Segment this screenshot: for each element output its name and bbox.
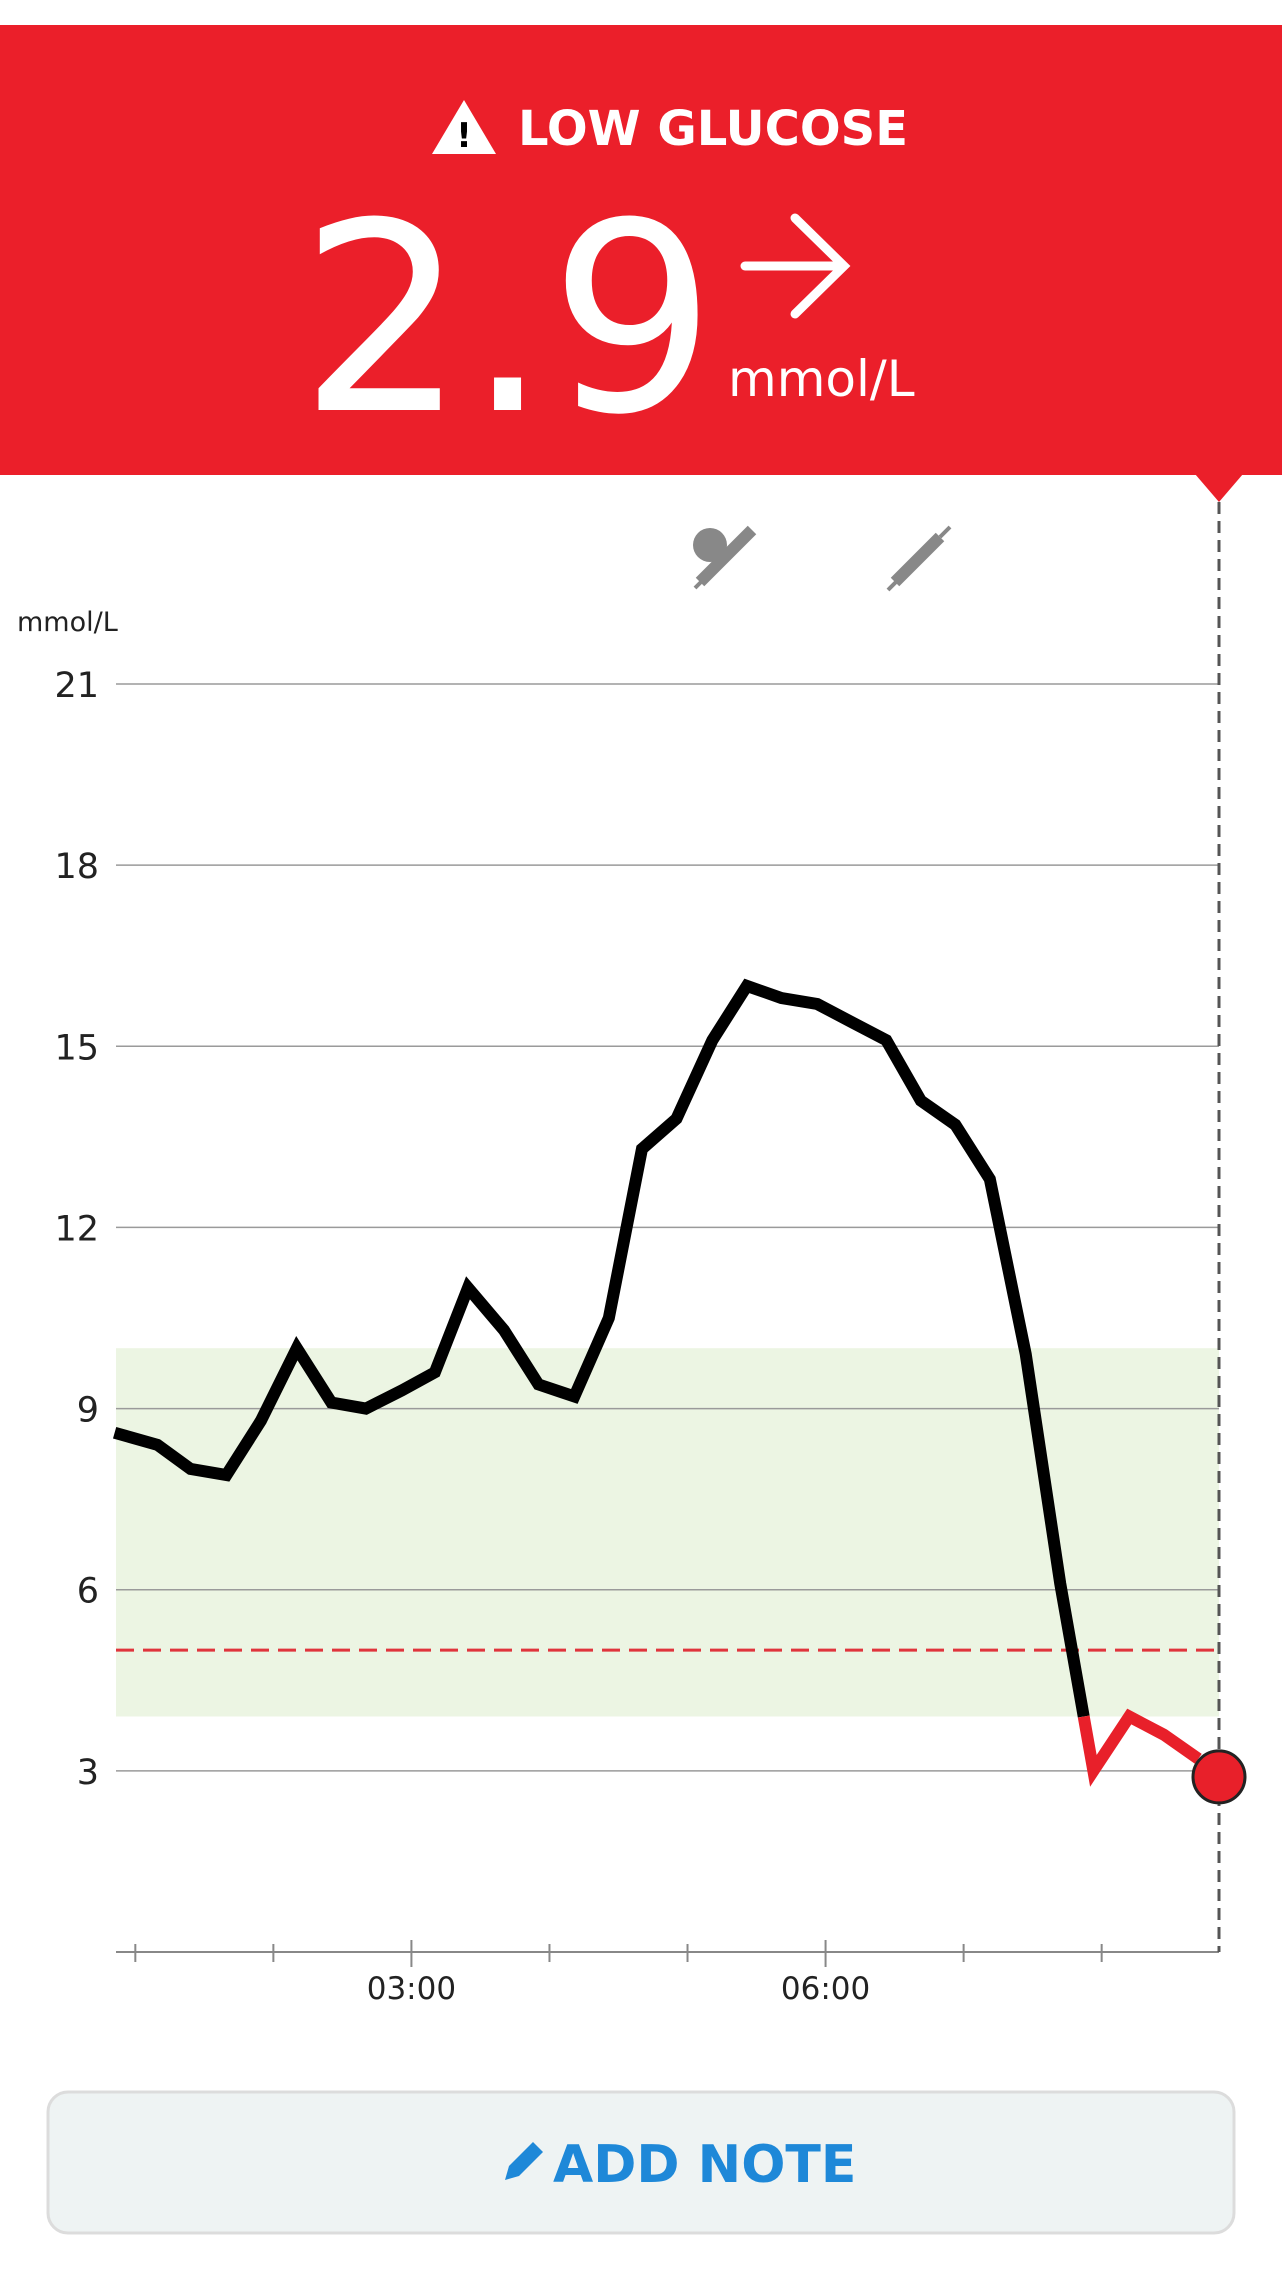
banner-pointer	[1195, 474, 1243, 502]
alert-title: LOW GLUCOSE	[518, 101, 908, 157]
y-axis-label: mmol/L	[17, 607, 118, 638]
glucose-line	[112, 978, 1090, 1718]
add-note-button[interactable]	[46, 2090, 1236, 2235]
y-tick-label: 12	[54, 1209, 99, 1249]
alert-banner	[0, 25, 1282, 475]
y-tick-label: 15	[54, 1028, 99, 1068]
current-value: 2.9	[299, 167, 716, 472]
y-tick-label: 21	[54, 666, 99, 706]
insulin-icon	[886, 525, 952, 592]
warning-mark: !	[456, 116, 472, 156]
add-note-label: ADD NOTE	[553, 2135, 856, 2195]
warning-icon	[432, 100, 496, 154]
y-tick-label: 3	[77, 1753, 99, 1793]
current-reading-dot	[1191, 1749, 1247, 1805]
y-tick-label: 6	[77, 1572, 99, 1612]
y-tick-label: 9	[77, 1391, 99, 1431]
pencil-icon	[505, 2142, 543, 2180]
insulin-food-icon	[693, 525, 757, 590]
glucose-line	[1077, 1708, 1202, 1787]
current-unit: mmol/L	[728, 350, 915, 408]
x-tick-label: 03:00	[367, 1971, 456, 2007]
y-tick-label: 18	[54, 847, 99, 887]
plot: 3 6 9 12 15 18 21 03:00 06:00	[54, 502, 1247, 2007]
trend-arrow	[740, 213, 851, 319]
x-tick-label: 06:00	[781, 1971, 870, 2007]
